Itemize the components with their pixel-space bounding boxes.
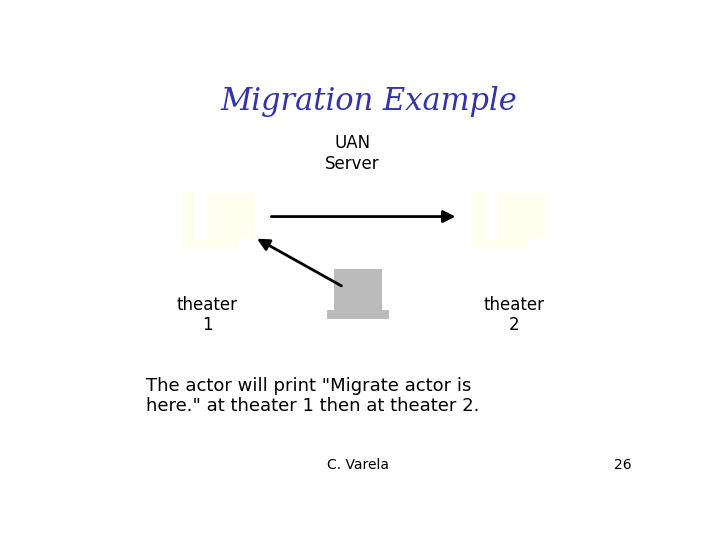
Bar <box>334 268 382 310</box>
Text: theater
2: theater 2 <box>484 295 544 334</box>
Text: 26: 26 <box>613 458 631 472</box>
Text: Migration Example: Migration Example <box>220 85 518 117</box>
Bar <box>472 191 485 239</box>
Bar <box>182 191 194 239</box>
FancyArrowPatch shape <box>260 240 341 286</box>
Bar <box>207 193 255 239</box>
Bar <box>498 193 545 239</box>
Bar <box>182 239 238 249</box>
Text: theater
1: theater 1 <box>176 295 238 334</box>
FancyArrowPatch shape <box>271 212 452 221</box>
Bar <box>327 310 389 319</box>
Text: C. Varela: C. Varela <box>327 458 389 472</box>
Text: UAN
Server: UAN Server <box>325 134 379 173</box>
Bar <box>472 239 528 249</box>
Text: The actor will print "Migrate actor is
here." at theater 1 then at theater 2.: The actor will print "Migrate actor is h… <box>145 377 480 415</box>
